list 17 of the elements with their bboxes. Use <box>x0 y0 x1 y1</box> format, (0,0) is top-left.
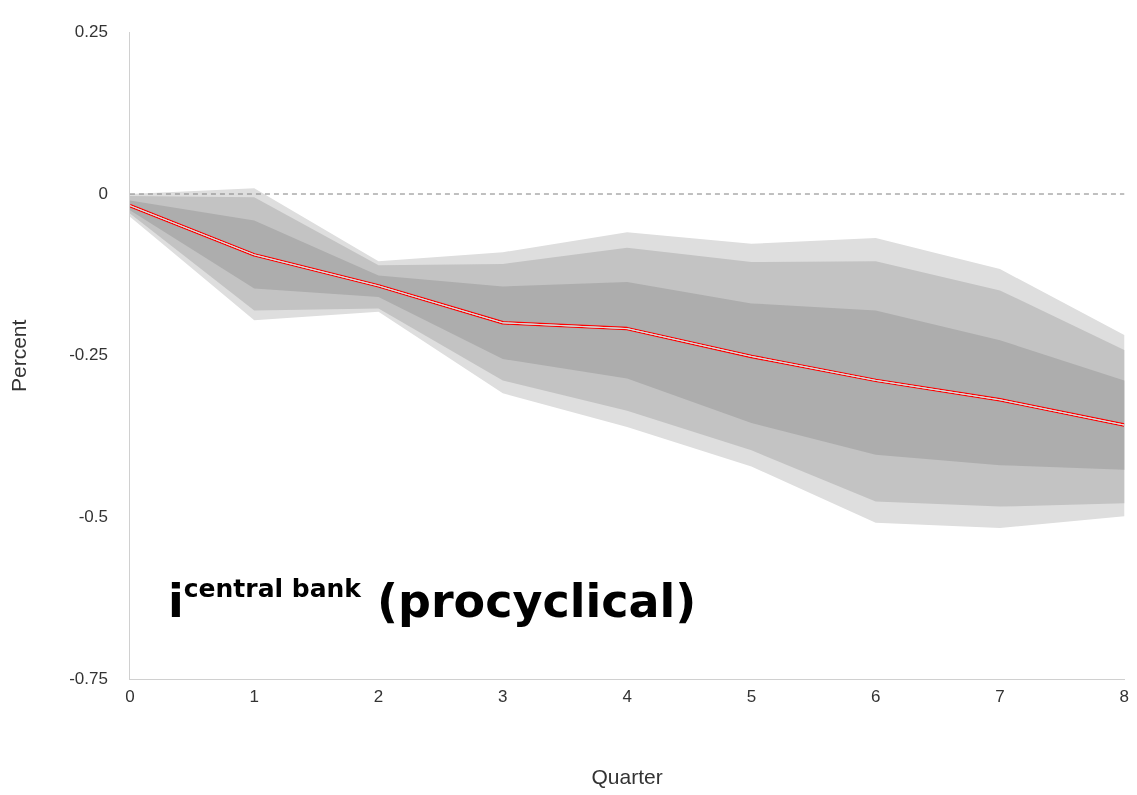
y-tick-label: 0 <box>98 183 108 203</box>
x-tick-label: 3 <box>498 687 508 707</box>
x-tick-label: 2 <box>373 687 384 707</box>
y-axis-title: Percent <box>7 319 31 392</box>
x-tick-label: 7 <box>995 687 1005 707</box>
y-tick-label: -0.75 <box>69 669 108 689</box>
y-tick-label: -0.5 <box>78 507 108 527</box>
y-tick-label: -0.25 <box>69 345 108 365</box>
x-tick-label: 1 <box>249 687 259 707</box>
annotation: i$^{central bank}$ (procyclical) <box>168 574 697 628</box>
x-tick-label: 0 <box>125 687 135 707</box>
x-tick-label: 5 <box>746 687 757 707</box>
y-tick-label: 0.25 <box>74 21 108 41</box>
x-tick-label: 6 <box>870 687 881 707</box>
x-axis-title: Quarter <box>591 765 663 789</box>
x-tick-label: 8 <box>1119 687 1130 707</box>
x-tick-label: 4 <box>622 687 632 707</box>
